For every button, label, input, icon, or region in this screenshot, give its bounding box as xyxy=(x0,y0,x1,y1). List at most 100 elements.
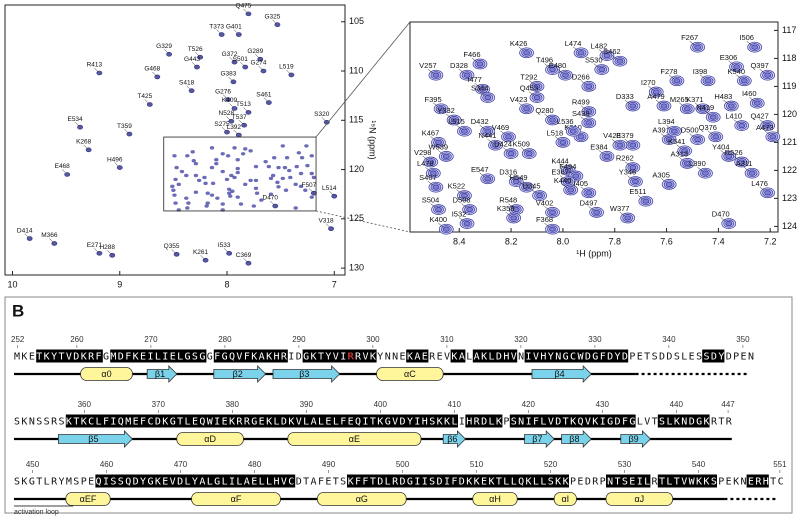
peak-label: N528 xyxy=(219,110,235,117)
peak-label: D328 xyxy=(450,61,468,70)
leader xyxy=(565,125,571,130)
peak-label: F278 xyxy=(660,67,677,76)
x-tick-label: 8.0 xyxy=(557,236,570,246)
leader xyxy=(243,257,248,263)
peak-label: L410 xyxy=(725,112,742,121)
peak xyxy=(226,187,232,191)
peak xyxy=(425,167,441,179)
peak xyxy=(573,131,589,143)
contour xyxy=(683,106,691,112)
leader xyxy=(679,157,685,162)
contour xyxy=(484,95,492,101)
leader xyxy=(531,189,537,194)
strand xyxy=(442,430,466,448)
leader xyxy=(759,119,765,124)
peak xyxy=(235,195,240,199)
contour xyxy=(461,193,468,199)
leader xyxy=(528,80,535,85)
leader xyxy=(544,223,550,228)
peak-label: K541 xyxy=(668,137,686,146)
leader xyxy=(624,99,631,105)
peak-label: K509 xyxy=(512,140,530,149)
contour xyxy=(585,120,593,126)
leader xyxy=(694,102,701,107)
leader xyxy=(627,175,633,180)
residue-number: 340 xyxy=(662,335,676,344)
contour xyxy=(699,106,707,112)
sequence: SKNSSRSKTKCLFIQMEFCDKGTLEQWIEKRRGEKLDKVL… xyxy=(14,417,733,428)
peak xyxy=(214,161,219,166)
peak xyxy=(202,175,207,180)
contour xyxy=(702,170,709,176)
zoom-connector xyxy=(315,21,411,138)
peak-label: R548 xyxy=(499,196,517,205)
peak-label: T513 xyxy=(236,101,251,108)
element-label: β2 xyxy=(233,369,243,379)
contour xyxy=(523,106,530,112)
residue-number: 520 xyxy=(544,460,558,469)
y-tick-label: 124 xyxy=(782,221,797,231)
peak xyxy=(589,207,604,218)
peak-label: D432 xyxy=(471,117,489,126)
contour xyxy=(738,123,746,129)
leader xyxy=(226,116,231,121)
contour xyxy=(753,100,761,106)
peak-label: V298 xyxy=(414,148,432,157)
helix xyxy=(65,492,111,506)
peak xyxy=(225,154,231,158)
peak xyxy=(254,191,260,195)
peak-label: S530 xyxy=(585,56,603,65)
leader xyxy=(611,55,618,60)
contour xyxy=(585,83,593,89)
contour xyxy=(505,134,512,140)
peak-label: T526 xyxy=(188,46,203,53)
contour xyxy=(577,134,585,140)
leader xyxy=(216,29,221,34)
residue-number: 260 xyxy=(70,335,84,344)
element-label: αI xyxy=(561,494,569,504)
leader xyxy=(679,102,685,107)
element-label: β8 xyxy=(569,434,579,444)
contour xyxy=(733,64,740,70)
peak xyxy=(235,158,240,162)
peak xyxy=(259,198,264,202)
element-label: α0 xyxy=(101,369,111,379)
peak-label: G383 xyxy=(221,71,237,78)
peak-label: I460 xyxy=(742,89,757,98)
element-label: αF xyxy=(231,494,242,504)
peak-label: L392 xyxy=(227,124,242,131)
peak xyxy=(328,226,334,231)
peak xyxy=(205,191,210,195)
peak-label: G401 xyxy=(226,23,242,30)
contour xyxy=(740,78,748,84)
peak-label: D508 xyxy=(453,196,471,205)
highlight xyxy=(302,349,377,363)
residue-number: 510 xyxy=(470,460,484,469)
peak-label: V257 xyxy=(419,61,437,70)
peak-label: S344 xyxy=(471,84,489,93)
leader xyxy=(655,99,662,105)
leader xyxy=(508,203,514,208)
peak-label: F494 xyxy=(559,162,576,171)
element-label: αG xyxy=(356,494,368,504)
contour xyxy=(572,173,580,179)
leader xyxy=(668,74,675,79)
residue-number: 270 xyxy=(144,335,158,344)
contour xyxy=(704,78,712,84)
peak xyxy=(248,149,253,153)
peak xyxy=(275,180,280,185)
peak xyxy=(230,79,237,85)
peak xyxy=(245,11,252,17)
peak xyxy=(235,166,240,171)
peak xyxy=(51,241,58,246)
peak-label: V402 xyxy=(536,198,554,207)
highlight xyxy=(657,474,717,488)
peak-label: A305 xyxy=(652,170,670,179)
contour xyxy=(709,114,717,120)
peak xyxy=(220,152,225,156)
leader xyxy=(487,139,493,144)
leader xyxy=(544,206,550,211)
peak xyxy=(288,175,293,180)
peak-label: R526 xyxy=(725,148,743,157)
peak xyxy=(287,168,292,173)
